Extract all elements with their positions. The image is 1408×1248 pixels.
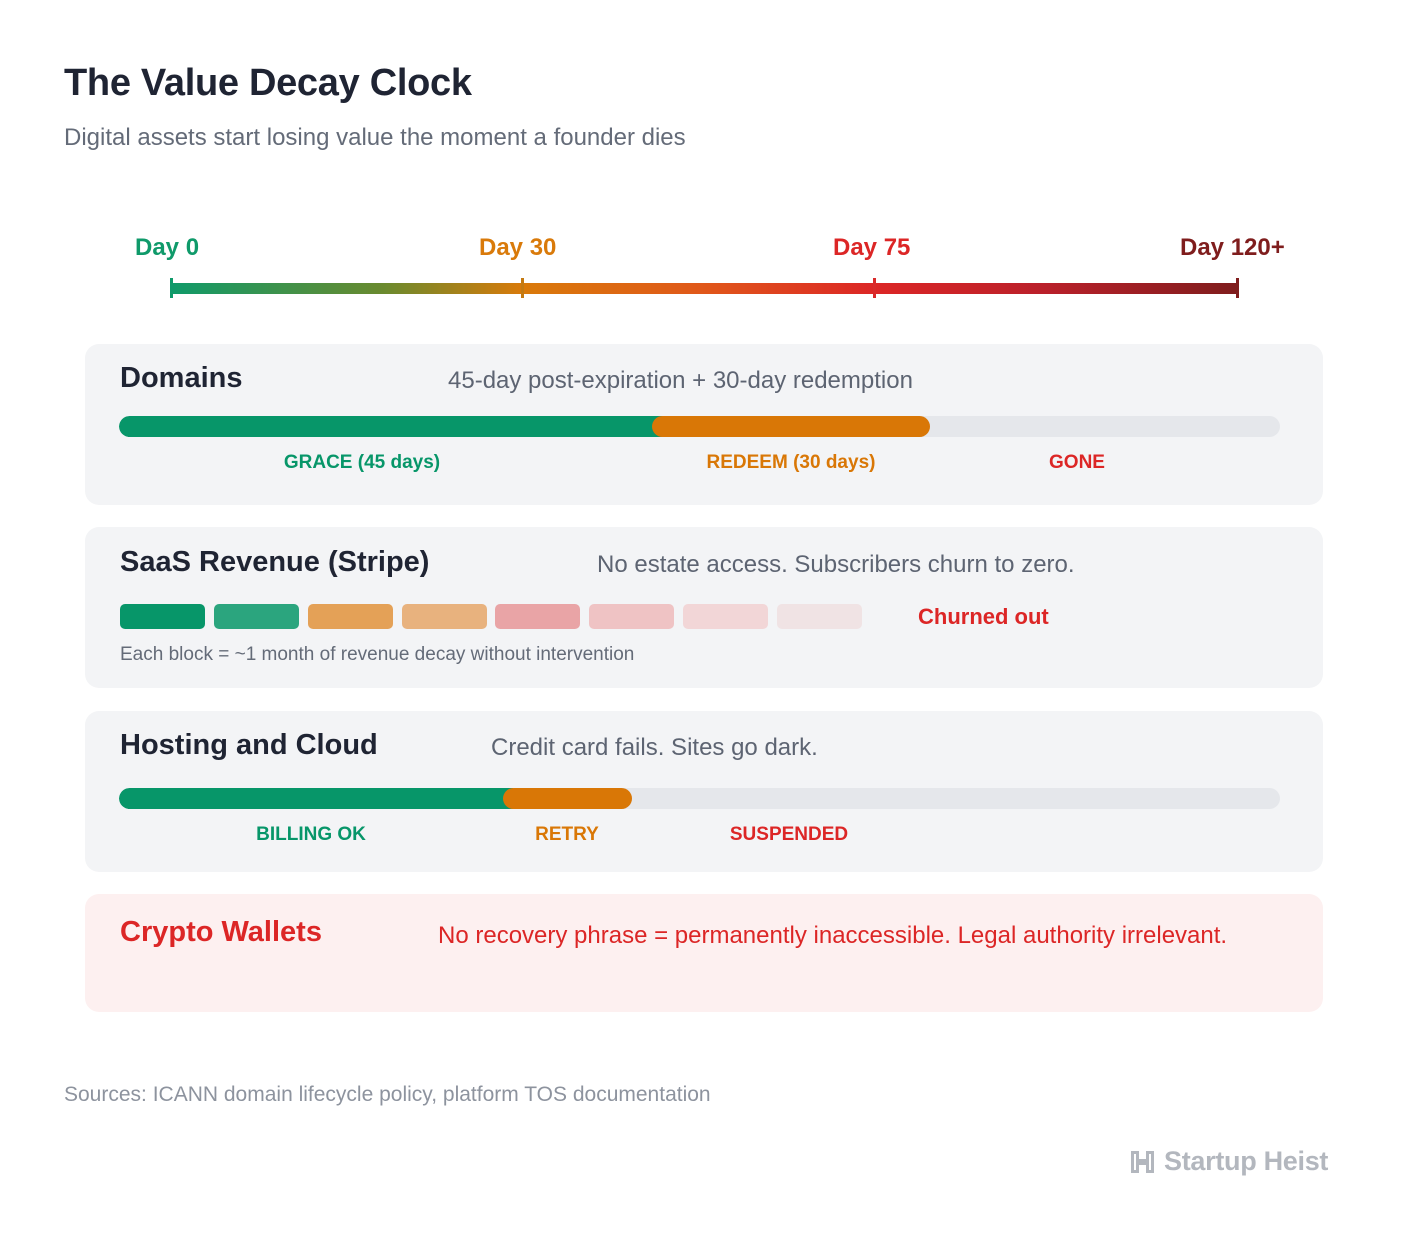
sources-note: Sources: ICANN domain lifecycle policy, … [64, 1083, 711, 1106]
saas-block-month-3 [308, 604, 393, 629]
domains-segment-redeem [652, 416, 930, 437]
saas-churned-label: Churned out [918, 604, 1049, 629]
saas-note: Each block = ~1 month of revenue decay w… [120, 644, 635, 665]
hosting-track [119, 788, 1280, 809]
timeline-label-day-75: Day 75 [833, 234, 911, 261]
saas-block-month-2 [214, 604, 299, 629]
page-subtitle: Digital assets start losing value the mo… [64, 124, 686, 151]
domains-label-gone: GONE [1049, 452, 1105, 473]
domains-description: 45-day post-expiration + 30-day redempti… [448, 367, 913, 394]
hosting-description: Credit card fails. Sites go dark. [491, 734, 818, 761]
crypto-title: Crypto Wallets [120, 916, 322, 948]
domains-label-redeem: REDEEM (30 days) [706, 452, 876, 473]
saas-title: SaaS Revenue (Stripe) [120, 546, 430, 578]
timeline-gradient-bar [171, 283, 1238, 294]
saas-block-month-8 [777, 604, 862, 629]
hosting-segment-retry [503, 788, 632, 809]
saas-block-month-5 [495, 604, 580, 629]
timeline-tick-day-75 [873, 278, 876, 298]
brand-logo: Startup Heist [1129, 1146, 1328, 1177]
page-title: The Value Decay Clock [64, 62, 472, 104]
saas-block-month-7 [683, 604, 768, 629]
saas-description: No estate access. Subscribers churn to z… [597, 551, 1075, 578]
hosting-label-billing-ok: BILLING OK [256, 824, 366, 845]
saas-block-month-6 [589, 604, 674, 629]
hosting-segment-billing-ok [119, 788, 513, 809]
hosting-label-retry: RETRY [535, 824, 599, 845]
domains-track [119, 416, 1280, 437]
hosting-title: Hosting and Cloud [120, 729, 378, 761]
timeline-label-day-120: Day 120+ [1180, 234, 1285, 261]
timeline-label-day-0: Day 0 [135, 234, 200, 261]
crypto-description: No recovery phrase = permanently inacces… [438, 922, 1228, 949]
saas-block-month-4 [402, 604, 487, 629]
timeline-tick-day-0 [170, 278, 173, 298]
timeline-tick-day-120 [1236, 278, 1239, 298]
crypto-card [85, 894, 1323, 1012]
saas-block-month-1 [120, 604, 205, 629]
timeline-label-day-30: Day 30 [479, 234, 557, 261]
domains-segment-grace [119, 416, 773, 437]
startup-heist-logo-icon [1131, 1150, 1154, 1173]
domains-title: Domains [120, 362, 243, 394]
brand-name: Startup Heist [1164, 1146, 1329, 1176]
hosting-label-suspended: SUSPENDED [729, 824, 849, 845]
domains-label-grace: GRACE (45 days) [283, 452, 441, 473]
timeline-tick-day-30 [521, 278, 524, 298]
